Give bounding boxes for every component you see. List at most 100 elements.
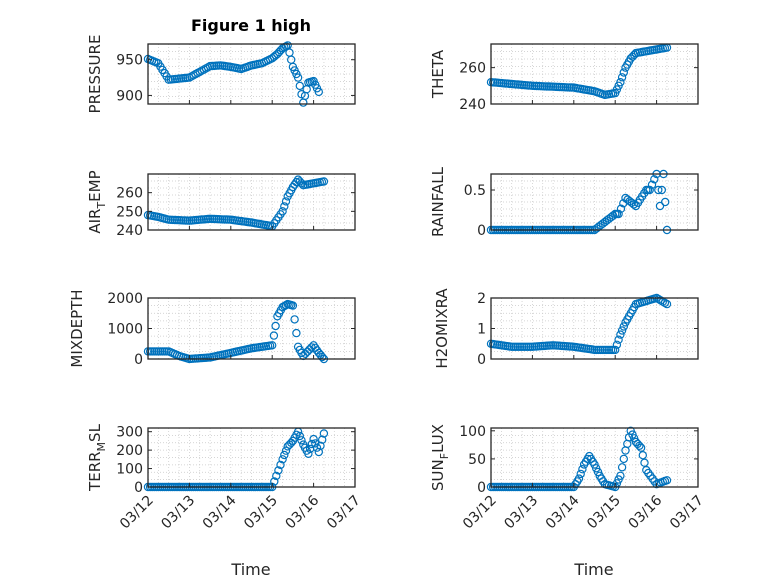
data-point [292, 177, 301, 187]
data-point [295, 81, 304, 91]
y-axis-label: H2OMIXRA [433, 288, 451, 369]
data-point [576, 469, 585, 479]
y-tick-label: 900 [116, 88, 143, 104]
data-point [645, 185, 654, 195]
data-point [301, 349, 310, 358]
data-point [269, 331, 279, 340]
subplot-sun_flux: 0 50 100 SUNFLUX 03/12 03/13 03/14 03/15 03/16 03… [429, 424, 707, 533]
data-point [319, 429, 329, 438]
axes-box [147, 43, 356, 105]
y-tick-label: 250 [116, 204, 143, 220]
data-point [638, 451, 648, 460]
data-point [616, 77, 625, 87]
data-point [619, 68, 629, 77]
subplot-h2omixra: 0 1 2 H2OMIXRA [433, 288, 699, 369]
grid [147, 44, 356, 104]
data-point [612, 340, 622, 349]
subplot-air_temp: 240 250 260 AIRTEMP [86, 170, 356, 239]
y-tick-label: 0 [134, 352, 143, 368]
data-point [617, 73, 627, 82]
data-point [619, 322, 629, 331]
data-point [635, 441, 644, 450]
data-point [616, 330, 625, 339]
x-axis-label-right: Time [573, 560, 613, 579]
data-point [619, 454, 629, 464]
data-point [608, 211, 618, 220]
subplot-rainfall: 0 0.5 RAINFALL [429, 166, 699, 239]
data-point [636, 443, 646, 452]
data-point [272, 471, 281, 481]
data-point [281, 42, 291, 51]
data-point [311, 439, 320, 448]
data-point [656, 296, 665, 305]
data-point [661, 197, 670, 207]
y-tick-label: 0.5 [464, 183, 486, 199]
y-tick-label: 50 [468, 452, 486, 468]
y-tick-label: 2000 [107, 291, 143, 307]
data-point [268, 341, 277, 350]
data-point [626, 426, 635, 435]
data-point [629, 200, 639, 209]
data-point [271, 321, 280, 331]
x-tick-label: 03/17 [667, 493, 707, 533]
y-axis-label: SUNFLUX [429, 424, 451, 491]
y-tick-label: 1 [477, 322, 486, 338]
data-point [614, 209, 623, 219]
data-point [314, 447, 323, 457]
data-point [662, 299, 672, 309]
data-point [657, 185, 667, 195]
x-tick-label: 03/15 [584, 493, 624, 533]
data-point [195, 67, 204, 77]
y-axis-label: RAINFALL [429, 166, 447, 237]
series-markers [486, 43, 672, 100]
x-tick-label: 03/17 [324, 493, 364, 533]
x-tick-label: 03/15 [241, 493, 281, 533]
x-tick-label: 03/12 [117, 493, 157, 533]
x-tick-label: 03/13 [158, 493, 198, 533]
data-point [297, 436, 306, 445]
y-tick-label: 240 [459, 97, 486, 113]
data-point [578, 465, 587, 474]
x-tick-label: 03/16 [626, 492, 666, 532]
x-tick-label: 03/12 [460, 493, 500, 533]
y-tick-label: 300 [116, 425, 143, 441]
data-point [297, 179, 306, 188]
data-point [593, 467, 603, 477]
data-point [304, 449, 313, 458]
data-point [654, 185, 663, 195]
y-tick-label: 240 [116, 223, 143, 239]
y-tick-label: 100 [459, 424, 486, 440]
data-point [654, 295, 663, 304]
data-point [319, 177, 329, 186]
data-point [590, 460, 599, 469]
y-axis-label: THETA [429, 49, 447, 99]
data-point [617, 463, 627, 472]
y-axis-label: PRESSURE [86, 35, 104, 114]
axes-box [147, 427, 356, 488]
y-axis-label: MIXDEPTH [68, 289, 86, 367]
figure-title: Figure 1 high [191, 16, 311, 35]
y-tick-label: 0 [477, 480, 486, 496]
y-tick-label: 260 [459, 61, 486, 77]
x-tick-label: 03/14 [200, 492, 240, 532]
data-point [288, 301, 298, 310]
data-point [611, 345, 620, 355]
data-point [280, 450, 289, 460]
data-point [281, 446, 291, 455]
data-point [293, 73, 303, 82]
data-point [616, 204, 626, 213]
data-point [650, 175, 659, 184]
x-tick-label: 03/16 [283, 492, 323, 532]
x-tick-label: 03/14 [543, 492, 583, 532]
y-axis-label: TERRMSL [86, 423, 108, 492]
data-point [270, 477, 279, 486]
x-axis-label-left: Time [230, 560, 270, 579]
axes-box [147, 173, 356, 231]
y-tick-label: 0 [477, 352, 486, 368]
data-point [318, 435, 327, 444]
data-point [309, 434, 318, 444]
subplot-mixdepth: 0 1000 2000 MIXDEPTH [68, 289, 356, 368]
data-point [290, 315, 299, 324]
